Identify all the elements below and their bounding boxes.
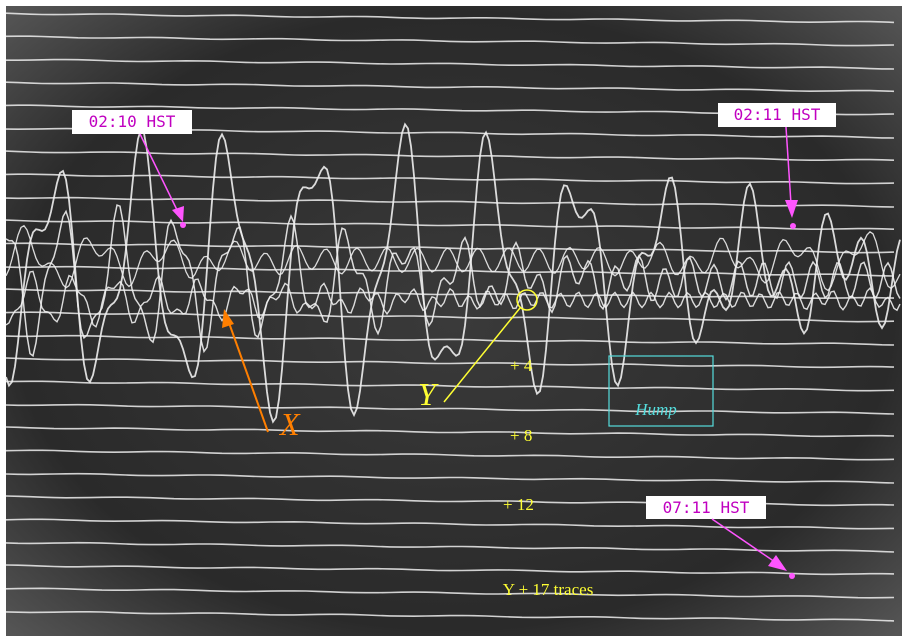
callout-label: 02:10 HST (89, 112, 176, 131)
seismogram-picture: 02:10 HST 02:11 HST 07:11 HST X Y + 4 + … (0, 0, 906, 641)
hump-label: Hump (634, 400, 677, 419)
offset-label: + 4 (510, 356, 533, 375)
footer-label: Y + 17 traces (503, 580, 594, 599)
offset-label: + 12 (503, 495, 534, 514)
callout-label: 07:11 HST (663, 498, 750, 517)
x-marker: X (278, 406, 301, 442)
callout-dot (790, 223, 796, 229)
callout-dot (180, 222, 186, 228)
offset-label: + 8 (510, 426, 532, 445)
callout-label: 02:11 HST (734, 105, 821, 124)
callout-dot (789, 573, 795, 579)
background (6, 6, 902, 636)
